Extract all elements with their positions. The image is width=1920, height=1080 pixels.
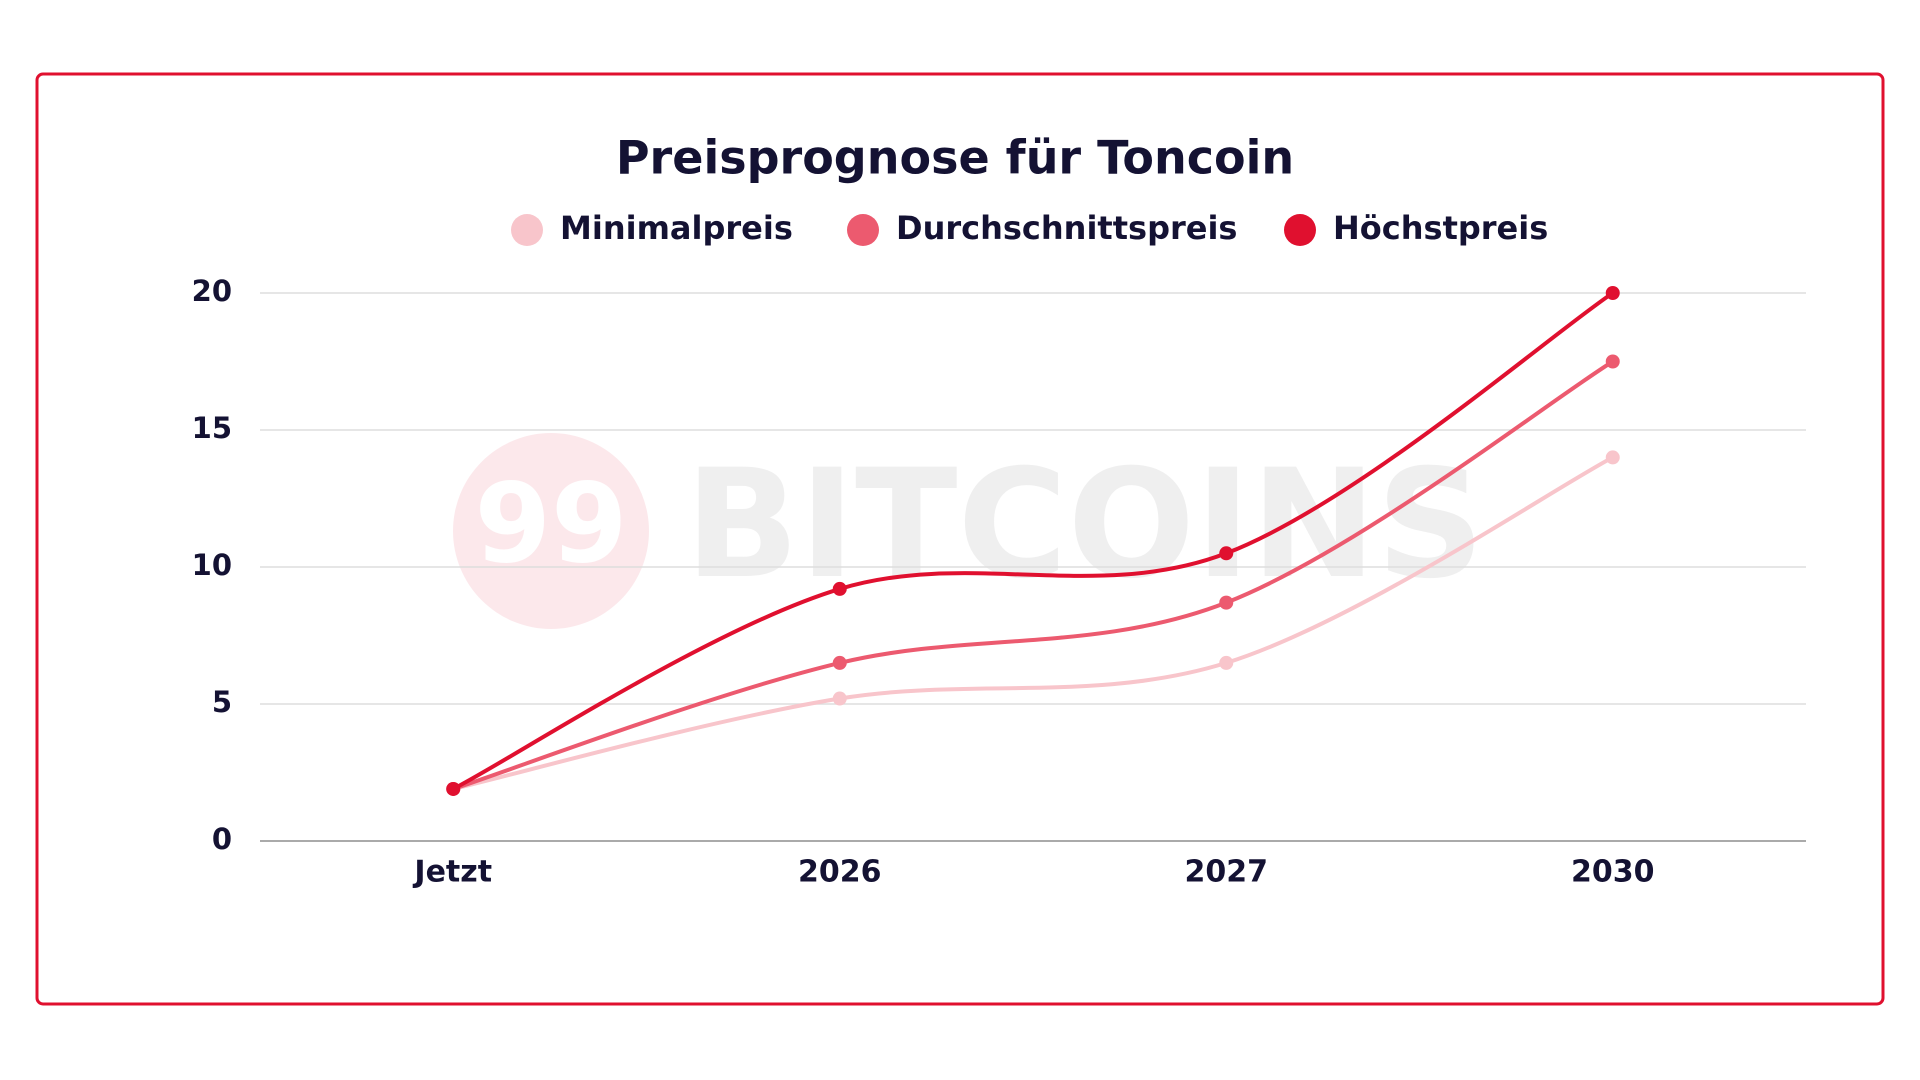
watermark-text: 99 <box>474 459 627 587</box>
series-line <box>452 455 1614 791</box>
legend-label: Minimalpreis <box>560 209 793 247</box>
legend-marker <box>511 214 543 246</box>
y-tick-label: 20 <box>192 274 232 308</box>
x-tick-label: Jetzt <box>412 855 492 890</box>
data-point <box>1219 546 1234 561</box>
y-tick-label: 15 <box>192 411 232 445</box>
data-point <box>446 781 461 796</box>
y-tick-label: 10 <box>192 548 232 582</box>
series-line <box>452 359 1614 791</box>
y-tick-label: 0 <box>212 822 232 856</box>
chart-title: Preisprognose für Toncoin <box>616 131 1294 185</box>
data-point <box>832 691 847 706</box>
series-line <box>452 291 1614 791</box>
data-point <box>1605 354 1620 369</box>
x-tick-label: 2026 <box>798 855 882 890</box>
data-point <box>1605 286 1620 300</box>
data-point <box>1219 655 1234 670</box>
data-point <box>832 581 847 596</box>
watermark: 99 BITCOINS <box>453 433 1484 629</box>
legend-label: Höchstpreis <box>1333 209 1548 247</box>
legend-marker <box>1284 214 1316 246</box>
data-point <box>1605 450 1620 465</box>
legend-label: Durchschnittspreis <box>896 209 1237 247</box>
data-point <box>1219 595 1234 610</box>
x-tick-label: 2027 <box>1185 855 1269 890</box>
x-tick-label: 2030 <box>1571 855 1655 890</box>
legend-marker <box>847 214 879 246</box>
y-tick-label: 5 <box>212 685 232 719</box>
watermark-logo <box>453 433 649 629</box>
watermark-text: BITCOINS <box>685 438 1484 612</box>
data-point <box>832 655 847 670</box>
